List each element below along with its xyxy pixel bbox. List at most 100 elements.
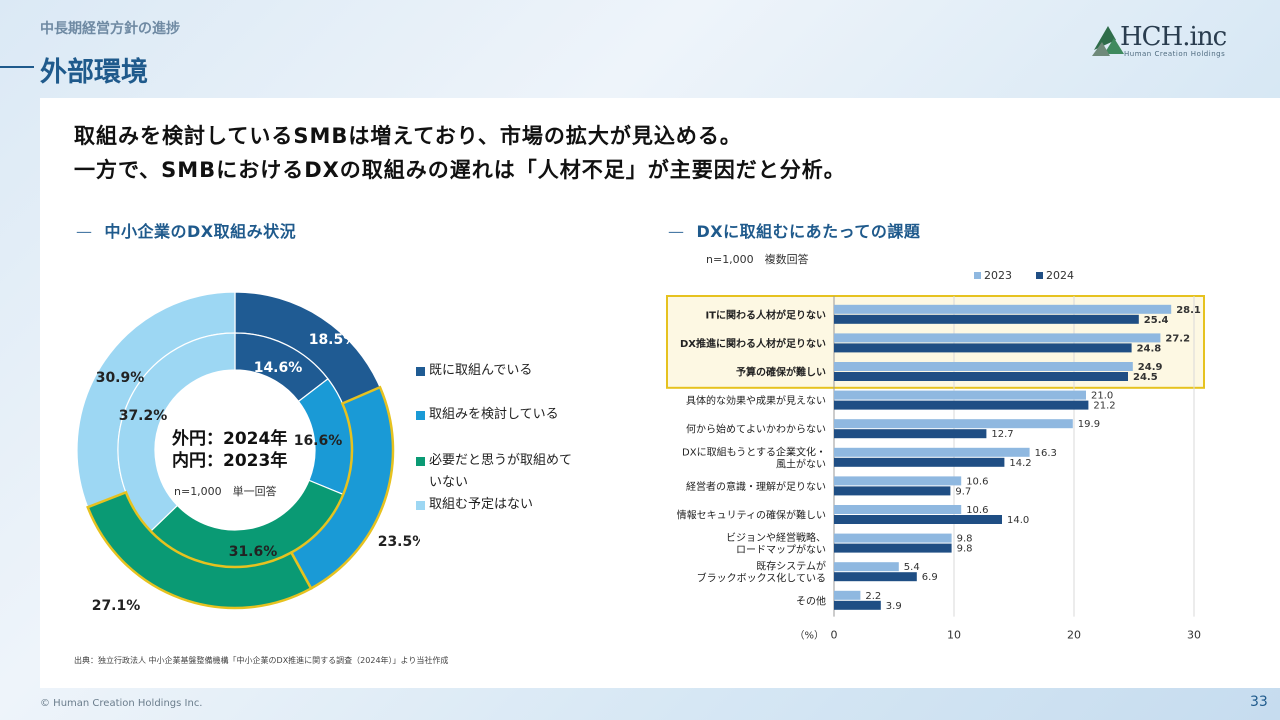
legend-swatch bbox=[416, 367, 425, 376]
bar-2023 bbox=[834, 590, 861, 600]
donut-center-line-1: 外円：2024年 bbox=[172, 429, 288, 449]
bar-2023 bbox=[834, 447, 1030, 457]
donut-section-heading: — 中小企業のDX取組み状況 bbox=[76, 218, 296, 242]
category-label: 風土がない bbox=[776, 457, 826, 470]
legend-swatch bbox=[416, 411, 425, 420]
bar-value-label: 28.1 bbox=[1176, 305, 1201, 316]
x-tick-label: 10 bbox=[947, 629, 961, 640]
legend-label: 既に取組んでいる bbox=[429, 363, 533, 378]
donut-inner-label: 14.6% bbox=[254, 360, 303, 376]
bar-note: n=1,000 複数回答 bbox=[706, 253, 809, 266]
headline-line-1: 取組みを検討しているSMBは増えており、市場の拡大が見込める。 bbox=[74, 124, 742, 148]
bar-2024 bbox=[834, 343, 1132, 353]
bar-value-label: 24.8 bbox=[1137, 343, 1162, 354]
bar-value-label: 25.4 bbox=[1144, 315, 1169, 326]
bar-heading-text: DXに取組むにあたっての課題 bbox=[696, 222, 921, 241]
bar-value-label: 19.9 bbox=[1078, 419, 1100, 430]
headline-line-2: 一方で、SMBにおけるDXの取組みの遅れは「人材不足」が主要因だと分析。 bbox=[74, 158, 846, 182]
category-label: 具体的な効果や成果が見えない bbox=[686, 394, 826, 407]
heading-dash: — bbox=[668, 222, 685, 241]
copyright: © Human Creation Holdings Inc. bbox=[40, 698, 203, 709]
donut-outer-label: 23.5% bbox=[378, 534, 420, 550]
category-label: ITに関わる人材が足りない bbox=[705, 308, 826, 321]
bar-value-label: 16.3 bbox=[1035, 448, 1057, 459]
legend-swatch bbox=[1036, 272, 1043, 279]
title-rule bbox=[0, 66, 34, 68]
inner-ring-slice bbox=[117, 332, 236, 533]
unit-label: （%） bbox=[794, 630, 824, 640]
logo-mark-icon bbox=[1092, 26, 1124, 56]
bar-2023 bbox=[834, 533, 952, 543]
donut-inner-label: 16.6% bbox=[294, 433, 343, 449]
bar-2024 bbox=[834, 515, 1002, 524]
category-label: 何から始めてよいかわからない bbox=[686, 423, 826, 436]
donut-heading-text: 中小企業のDX取組み状況 bbox=[104, 222, 297, 241]
category-label: DXに取組もうとする企業文化・ bbox=[682, 445, 826, 458]
bar-value-label: 14.2 bbox=[1009, 458, 1031, 469]
logo-subtitle: Human Creation Holdings bbox=[1124, 50, 1226, 58]
bar-value-label: 9.7 bbox=[955, 486, 971, 497]
donut-legend-item: 取組みを検討している bbox=[416, 404, 584, 426]
bar-value-label: 14.0 bbox=[1007, 515, 1029, 526]
bar-2023 bbox=[834, 562, 899, 572]
bar-value-label: 21.2 bbox=[1093, 401, 1115, 412]
bar-value-label: 12.7 bbox=[991, 429, 1013, 440]
legend-label: 取組みを検討している bbox=[429, 407, 559, 422]
legend-label: 2024 bbox=[1046, 269, 1074, 282]
bar-value-label: 10.6 bbox=[966, 476, 988, 487]
source-note: 出典：独立行政法人 中小企業基盤整備機構「中小企業のDX推進に関する調査（202… bbox=[74, 656, 449, 665]
legend-label: 取組む予定はない bbox=[429, 497, 534, 512]
donut-outer-label: 30.9% bbox=[96, 370, 145, 386]
legend-swatch bbox=[974, 272, 981, 279]
bar-value-label: 3.9 bbox=[886, 601, 902, 612]
bar-2023 bbox=[834, 362, 1133, 371]
donut-outer-label: 27.1% bbox=[92, 598, 141, 614]
donut-inner-label: 31.6% bbox=[229, 544, 278, 560]
logo-text: HCH.inc bbox=[1120, 22, 1227, 52]
bar-2024 bbox=[834, 400, 1089, 410]
donut-legend-item: 取組む予定はない bbox=[416, 494, 584, 516]
bar-section-heading: — DXに取組むにあたっての課題 bbox=[668, 218, 920, 242]
bar-value-label: 21.0 bbox=[1091, 391, 1113, 402]
legend-label: 必要だと思うが取組めていない bbox=[429, 453, 573, 490]
bar-value-label: 24.5 bbox=[1133, 372, 1158, 383]
bar-2024 bbox=[834, 486, 951, 496]
bar-chart: 2023 2024 0 10 20 30 （%） ITに関わる人材が足りない 28.1 25.4 D… bbox=[666, 269, 1205, 640]
bar-2023 bbox=[834, 419, 1073, 429]
donut-center-line-2: 内円：2023年 bbox=[172, 451, 288, 471]
category-label: 情報セキュリティの確保が難しい bbox=[677, 509, 826, 522]
bar-value-label: 24.9 bbox=[1138, 362, 1163, 373]
bar-value-label: 10.6 bbox=[966, 505, 988, 516]
bar-2023 bbox=[834, 304, 1172, 314]
bar-2024 bbox=[834, 457, 1005, 467]
donut-center-label: 外円：2024年 内円：2023年 bbox=[172, 428, 287, 472]
donut-chart: 18.5% 23.5% 27.1% 30.9% 14.6% 16.6% 31.6% 37.2% bbox=[76, 291, 420, 614]
bar-2023 bbox=[834, 505, 962, 514]
bar-value-label: 5.4 bbox=[904, 562, 920, 573]
x-tick-label: 30 bbox=[1187, 629, 1201, 640]
bar-2024 bbox=[834, 572, 917, 582]
category-label: その他 bbox=[796, 594, 826, 607]
highlight-outline bbox=[86, 490, 313, 610]
bar-value-label: 27.2 bbox=[1165, 333, 1190, 344]
section-label: 中長期経営方針の進捗 bbox=[40, 21, 180, 37]
bar-legend: 2023 2024 bbox=[974, 269, 1074, 282]
donut-outer-label: 18.5% bbox=[309, 332, 358, 348]
page-number: 33 bbox=[1250, 694, 1268, 710]
donut-legend-item: 既に取組んでいる bbox=[416, 360, 584, 382]
bar-2024 bbox=[834, 600, 881, 610]
category-label: ブラックボックス化している bbox=[697, 572, 826, 585]
x-tick-label: 20 bbox=[1067, 629, 1081, 640]
page-title: 外部環境 bbox=[40, 57, 148, 88]
donut-inner-label: 37.2% bbox=[119, 408, 168, 424]
category-label: 既存システムが bbox=[756, 560, 826, 573]
donut-center-note: n=1,000 単一回答 bbox=[174, 485, 277, 498]
bar-2024 bbox=[834, 543, 952, 553]
bar-value-label: 2.2 bbox=[865, 591, 881, 602]
bar-2023 bbox=[834, 390, 1086, 400]
bar-value-label: 9.8 bbox=[957, 534, 973, 545]
bar-value-label: 6.9 bbox=[922, 572, 938, 583]
bar-2024 bbox=[834, 429, 987, 439]
heading-dash: — bbox=[76, 222, 93, 241]
category-label: 予算の確保が難しい bbox=[736, 366, 826, 379]
